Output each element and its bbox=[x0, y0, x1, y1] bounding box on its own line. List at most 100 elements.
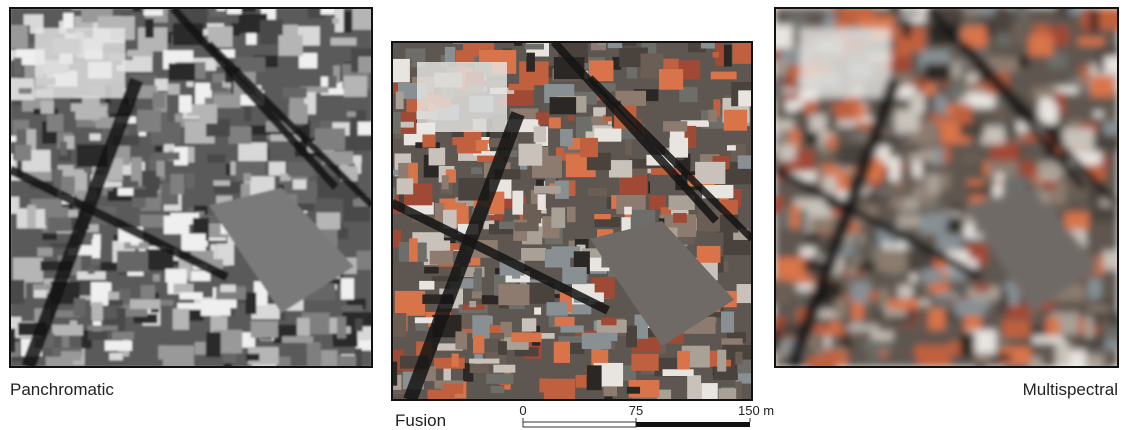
texture bbox=[288, 104, 308, 124]
texture bbox=[414, 317, 435, 324]
texture bbox=[259, 19, 283, 45]
texture bbox=[300, 86, 329, 94]
texture bbox=[143, 9, 163, 16]
texture bbox=[489, 332, 505, 339]
texture bbox=[800, 28, 890, 98]
texture bbox=[726, 189, 742, 197]
texture bbox=[108, 299, 123, 306]
texture bbox=[179, 292, 203, 300]
texture bbox=[10, 78, 19, 101]
texture bbox=[1000, 125, 1032, 135]
texture bbox=[208, 26, 233, 48]
texture bbox=[1056, 8, 1075, 19]
texture bbox=[500, 321, 512, 345]
texture bbox=[775, 279, 790, 304]
texture bbox=[871, 331, 894, 340]
texture bbox=[734, 193, 742, 208]
texture bbox=[61, 351, 82, 361]
texture bbox=[417, 62, 507, 132]
texture bbox=[354, 159, 362, 174]
texture bbox=[469, 301, 477, 308]
scale-label: 0 bbox=[519, 403, 526, 418]
texture bbox=[626, 325, 638, 348]
texture bbox=[891, 189, 916, 198]
texture bbox=[998, 353, 1012, 361]
texture bbox=[440, 54, 448, 68]
texture bbox=[929, 146, 944, 166]
texture bbox=[775, 328, 780, 353]
texture bbox=[963, 187, 1101, 314]
texture bbox=[304, 92, 316, 115]
texture bbox=[30, 198, 63, 210]
texture bbox=[713, 99, 721, 117]
texture bbox=[924, 63, 952, 81]
texture bbox=[700, 154, 720, 166]
texture bbox=[851, 302, 864, 321]
texture bbox=[111, 331, 134, 340]
scale-label: 150 m bbox=[738, 403, 774, 418]
texture bbox=[588, 292, 604, 303]
texture bbox=[735, 371, 752, 384]
texture bbox=[941, 173, 950, 189]
texture bbox=[296, 317, 310, 336]
texture bbox=[253, 281, 268, 306]
texture bbox=[926, 8, 1087, 191]
texture bbox=[246, 31, 257, 45]
texture bbox=[1046, 317, 1060, 336]
texture bbox=[566, 206, 576, 223]
texture bbox=[239, 8, 256, 13]
texture bbox=[433, 357, 465, 369]
texture bbox=[521, 318, 537, 332]
texture bbox=[554, 316, 575, 327]
texture bbox=[87, 325, 118, 331]
texture bbox=[271, 356, 291, 367]
texture bbox=[1068, 120, 1088, 133]
texture bbox=[117, 188, 134, 196]
texture bbox=[961, 82, 982, 94]
texture bbox=[486, 373, 514, 384]
texture bbox=[834, 298, 847, 317]
texture bbox=[736, 284, 752, 304]
texture bbox=[913, 160, 922, 177]
texture bbox=[891, 314, 916, 324]
texture bbox=[154, 78, 168, 91]
texture bbox=[16, 129, 27, 146]
texture bbox=[69, 320, 78, 334]
texture bbox=[488, 325, 507, 337]
fusion-image bbox=[392, 42, 752, 400]
texture bbox=[921, 268, 944, 283]
texture bbox=[437, 343, 463, 351]
texture bbox=[533, 126, 547, 143]
texture bbox=[488, 224, 521, 235]
texture bbox=[1042, 179, 1056, 190]
texture bbox=[526, 282, 555, 304]
texture bbox=[201, 214, 228, 224]
texture bbox=[824, 12, 836, 29]
texture bbox=[1093, 111, 1103, 117]
texture bbox=[738, 90, 752, 107]
texture bbox=[145, 18, 154, 38]
texture bbox=[1028, 35, 1054, 56]
texture bbox=[167, 83, 180, 95]
texture bbox=[543, 290, 567, 299]
texture bbox=[1011, 19, 1035, 45]
texture bbox=[290, 173, 309, 186]
texture bbox=[392, 187, 396, 203]
texture bbox=[422, 134, 436, 148]
texture bbox=[815, 169, 825, 189]
texture bbox=[850, 258, 861, 266]
texture bbox=[823, 328, 832, 349]
texture bbox=[154, 299, 174, 306]
texture bbox=[398, 162, 409, 179]
texture bbox=[235, 161, 265, 181]
texture bbox=[679, 86, 698, 103]
texture bbox=[677, 350, 690, 369]
texture bbox=[934, 95, 948, 113]
texture bbox=[246, 353, 260, 361]
texture bbox=[79, 233, 103, 244]
texture bbox=[546, 302, 568, 316]
texture bbox=[321, 350, 338, 367]
texture bbox=[40, 100, 54, 114]
texture bbox=[961, 259, 978, 269]
texture bbox=[990, 142, 1020, 162]
